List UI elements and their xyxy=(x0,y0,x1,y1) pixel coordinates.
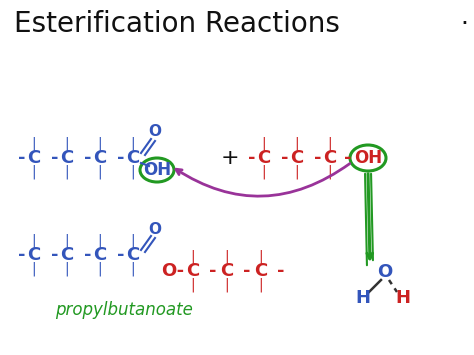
Text: C: C xyxy=(93,246,107,264)
Text: C: C xyxy=(291,149,304,167)
Text: C: C xyxy=(257,149,271,167)
Text: OH: OH xyxy=(354,149,382,167)
Text: |: | xyxy=(131,137,135,151)
Text: Esterification Reactions: Esterification Reactions xyxy=(14,10,340,38)
Text: C: C xyxy=(255,262,268,280)
Text: |: | xyxy=(32,262,36,276)
Text: H: H xyxy=(356,289,371,307)
Text: |: | xyxy=(64,234,69,248)
Text: -: - xyxy=(84,149,92,167)
Text: |: | xyxy=(262,137,266,151)
Text: |: | xyxy=(225,278,229,292)
Text: O: O xyxy=(377,263,392,281)
Text: C: C xyxy=(60,149,73,167)
Text: -: - xyxy=(18,149,26,167)
Text: -: - xyxy=(248,149,256,167)
Text: -: - xyxy=(117,246,125,264)
Text: C: C xyxy=(27,149,41,167)
Text: C: C xyxy=(60,246,73,264)
Text: |: | xyxy=(32,234,36,248)
Text: -: - xyxy=(84,246,92,264)
Text: O-: O- xyxy=(161,262,184,280)
Text: |: | xyxy=(328,165,332,179)
Text: C: C xyxy=(127,149,140,167)
Text: |: | xyxy=(259,278,264,292)
Text: |: | xyxy=(131,165,135,179)
Text: H: H xyxy=(395,289,410,307)
Text: |: | xyxy=(225,250,229,264)
Text: OH: OH xyxy=(143,161,171,179)
Text: |: | xyxy=(191,250,195,264)
Text: |: | xyxy=(259,250,264,264)
Text: -: - xyxy=(18,246,26,264)
Text: -: - xyxy=(344,149,352,167)
Text: |: | xyxy=(64,262,69,276)
Text: |: | xyxy=(295,165,299,179)
Text: O: O xyxy=(148,125,162,140)
Text: O: O xyxy=(148,222,162,236)
Text: |: | xyxy=(262,165,266,179)
Text: |: | xyxy=(32,137,36,151)
Text: -: - xyxy=(209,262,217,280)
Text: |: | xyxy=(98,165,102,179)
Text: C: C xyxy=(323,149,337,167)
Text: -: - xyxy=(314,149,322,167)
Text: |: | xyxy=(98,137,102,151)
Text: |: | xyxy=(131,262,135,276)
Text: |: | xyxy=(328,137,332,151)
Text: propylbutanoate: propylbutanoate xyxy=(55,301,193,319)
Text: |: | xyxy=(64,137,69,151)
Text: C: C xyxy=(220,262,234,280)
Text: |: | xyxy=(98,262,102,276)
Text: -: - xyxy=(243,262,251,280)
Text: C: C xyxy=(186,262,200,280)
Text: C: C xyxy=(127,246,140,264)
Text: +: + xyxy=(221,148,239,168)
Text: |: | xyxy=(295,137,299,151)
Text: C: C xyxy=(93,149,107,167)
Text: -: - xyxy=(51,149,59,167)
Text: -: - xyxy=(51,246,59,264)
Text: |: | xyxy=(98,234,102,248)
Text: .: . xyxy=(460,5,468,29)
Text: C: C xyxy=(27,246,41,264)
Text: -: - xyxy=(117,149,125,167)
Text: |: | xyxy=(191,278,195,292)
Text: |: | xyxy=(32,165,36,179)
Text: |: | xyxy=(131,234,135,248)
Text: -: - xyxy=(281,149,289,167)
Text: -: - xyxy=(277,262,285,280)
Text: |: | xyxy=(64,165,69,179)
